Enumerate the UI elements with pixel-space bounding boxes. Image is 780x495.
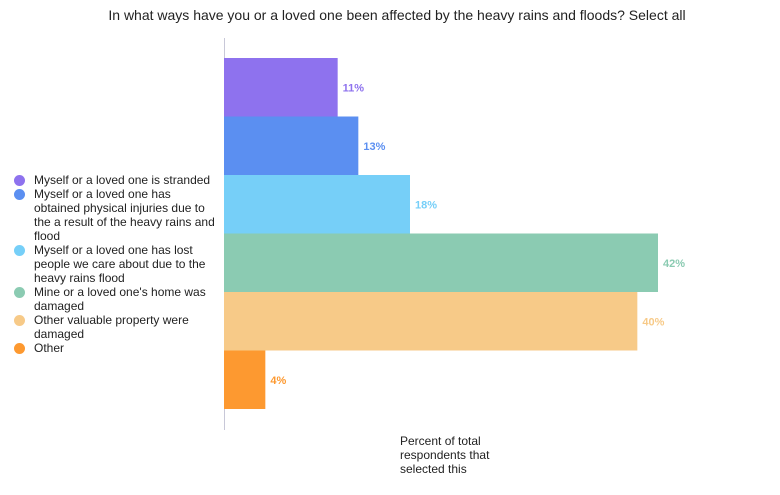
legend-swatch xyxy=(14,287,25,298)
legend-swatch xyxy=(14,245,25,256)
legend-item-property-damaged[interactable]: Other valuable property were damaged xyxy=(14,313,219,341)
legend-item-other[interactable]: Other xyxy=(14,341,219,355)
legend-item-home-damaged[interactable]: Mine or a loved one's home was damaged xyxy=(14,285,219,313)
legend-label: Myself or a loved one has lost people we… xyxy=(34,243,206,285)
legend-swatch xyxy=(14,175,25,186)
data-label-4: 42% xyxy=(663,258,685,270)
bar-2[interactable] xyxy=(224,116,359,176)
data-label-6: 4% xyxy=(270,375,286,387)
legend-swatch xyxy=(14,343,25,354)
legend-label: Other valuable property were damaged xyxy=(34,313,189,341)
bars-group xyxy=(224,58,658,409)
bar-6[interactable] xyxy=(224,350,266,410)
legend-item-injuries[interactable]: Myself or a loved one has obtained physi… xyxy=(14,187,219,243)
legend-swatch xyxy=(14,315,25,326)
bar-1[interactable] xyxy=(224,58,338,117)
legend-item-stranded[interactable]: Myself or a loved one is stranded xyxy=(14,173,219,187)
legend-label: Myself or a loved one is stranded xyxy=(34,173,211,187)
bar-5[interactable] xyxy=(224,292,638,351)
data-labels-group: 11% 13% 18% 42% 40% 4% xyxy=(270,82,685,387)
data-label-1: 11% xyxy=(343,82,365,94)
chart-title: In what ways have you or a loved one bee… xyxy=(108,7,686,23)
data-label-5: 40% xyxy=(642,316,664,328)
data-label-2: 13% xyxy=(363,141,385,153)
legend-label: Other xyxy=(34,341,65,355)
legend: Myself or a loved one is stranded Myself… xyxy=(14,173,219,355)
data-label-3: 18% xyxy=(415,199,437,211)
legend-swatch xyxy=(14,189,25,200)
bar-3[interactable] xyxy=(224,175,410,234)
bar-4[interactable] xyxy=(224,233,658,293)
legend-label: Mine or a loved one's home was damaged xyxy=(34,285,206,313)
x-axis-label: Percent of total respondents that select… xyxy=(400,434,490,476)
legend-label: Myself or a loved one has obtained physi… xyxy=(34,187,215,243)
legend-item-lost-people[interactable]: Myself or a loved one has lost people we… xyxy=(14,243,219,285)
